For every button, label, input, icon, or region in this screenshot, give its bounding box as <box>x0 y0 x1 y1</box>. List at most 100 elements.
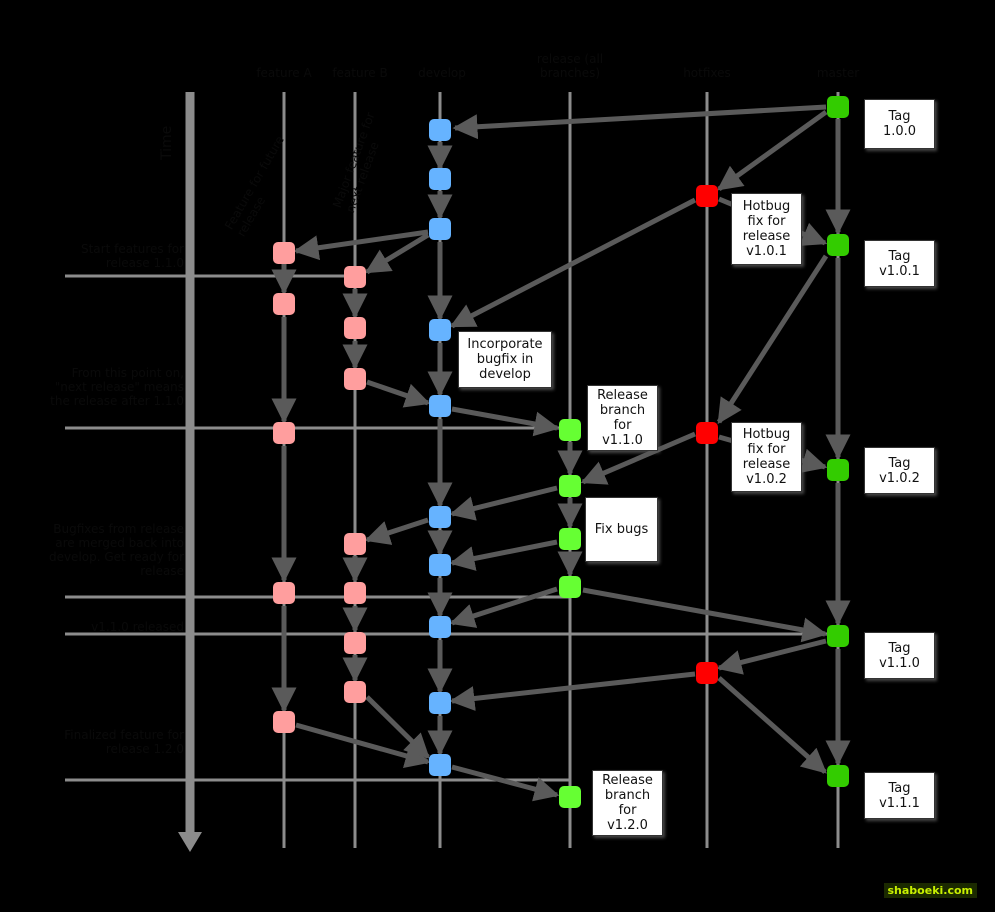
column-header-release: release (all branches) <box>536 52 604 80</box>
commit-feature-b-4 <box>344 533 366 555</box>
watermark: shaboeki.com <box>883 883 977 898</box>
callout-line: v1.0.2 <box>746 472 787 487</box>
commit-master-1 <box>827 96 849 118</box>
arrow-hotfix-3-to-develop <box>449 671 696 711</box>
time-label: Time <box>159 125 175 160</box>
callout-line: fix for <box>747 442 786 457</box>
side-note-released: v1.1.0 released <box>91 620 184 634</box>
callout-line: for <box>618 803 637 818</box>
callout-line: fix for <box>747 214 786 229</box>
callout-hotbug-101: Hotbug fix for release v1.0.1 <box>731 193 802 265</box>
callout-fix-bugs: Fix bugs <box>585 497 658 562</box>
arrow-hotfix-1-to-develop <box>449 197 697 329</box>
callout-release-120: Release branch for v1.2.0 <box>592 770 663 836</box>
callout-incorporate-bugfix: Incorporate bugfix in develop <box>458 331 552 388</box>
tag-box-label: Tag <box>888 109 911 124</box>
arrow-develop-to-release <box>451 406 560 437</box>
callout-line: v1.1.0 <box>602 433 643 448</box>
callout-line: v1.2.0 <box>607 818 648 833</box>
column-header-hotfixes: hotfixes <box>683 66 731 80</box>
callout-line: Fix bugs <box>594 522 649 537</box>
commit-feature-b-7 <box>344 681 366 703</box>
commit-hotfix-2 <box>696 422 718 444</box>
arrow-develop-to-feature-a <box>293 229 429 261</box>
callout-hotbug-102: Hotbug fix for release v1.0.2 <box>731 422 802 492</box>
commit-master-3 <box>827 459 849 481</box>
commit-arrows <box>271 104 851 802</box>
callout-release-110: Release branch for v1.1.0 <box>587 385 658 451</box>
callout-line: branch <box>604 788 651 803</box>
commit-develop-4 <box>429 319 451 341</box>
commit-feature-b-2 <box>344 317 366 339</box>
callout-line: for <box>613 418 632 433</box>
tag-box-version: v1.0.2 <box>879 470 920 486</box>
commit-develop-10 <box>429 754 451 776</box>
column-header-develop: develop <box>418 66 466 80</box>
commit-feature-b-5 <box>344 582 366 604</box>
arrow-develop-to-release-2 <box>451 764 560 802</box>
commit-hotfix-1 <box>696 185 718 207</box>
tag-box-v1-1-1: Tag v1.1.1 <box>864 772 935 819</box>
commit-feature-b-3 <box>344 368 366 390</box>
column-header-feature-b: feature B <box>332 66 388 80</box>
side-note-finalized: Finalized feature for release 1.2.0 <box>64 728 184 756</box>
commit-release-2 <box>559 475 581 497</box>
side-note-scheduled: From this point on, "next release" means… <box>50 366 184 408</box>
tag-box-v1-1-0: Tag v1.1.0 <box>864 632 935 679</box>
commit-hotfix-3 <box>696 662 718 684</box>
arrow-develop-to-feature-b-2 <box>364 517 429 545</box>
commit-develop-7 <box>429 554 451 576</box>
commit-feature-a-3 <box>273 422 295 444</box>
time-arrow-head <box>178 832 202 852</box>
arrow-release-to-develop-1 <box>449 485 558 521</box>
time-markers <box>65 274 838 782</box>
commit-feature-a-4 <box>273 582 295 604</box>
callout-line: v1.0.1 <box>746 244 787 259</box>
commit-master-5 <box>827 765 849 787</box>
commit-develop-2 <box>429 168 451 190</box>
arrow-feature-b-to-develop <box>366 379 431 408</box>
callout-line: bugfix in <box>476 352 534 367</box>
callout-line: release <box>742 457 791 472</box>
tag-box-v1-0-2: Tag v1.0.2 <box>864 447 935 494</box>
callout-line: Hotbug <box>742 427 791 442</box>
commit-master-2 <box>827 234 849 256</box>
arrow-master-to-hotfix-1 <box>716 109 828 192</box>
callout-line: Release <box>602 773 653 788</box>
tag-box-label: Tag <box>888 640 911 656</box>
commit-master-4 <box>827 625 849 647</box>
tag-box-1-0-0: Tag 1.0.0 <box>864 99 935 149</box>
callout-line: branch <box>599 403 646 418</box>
commit-develop-3 <box>429 218 451 240</box>
tag-box-version: v1.1.0 <box>879 655 920 671</box>
tag-box-version: v1.1.1 <box>879 795 920 811</box>
tag-box-version: 1.0.0 <box>882 124 917 139</box>
commit-nodes <box>273 96 849 808</box>
tag-box-version: v1.0.1 <box>879 263 920 279</box>
commit-feature-b-6 <box>344 632 366 654</box>
callout-line: develop <box>479 367 531 382</box>
commit-release-5 <box>559 786 581 808</box>
arrow-hotfix-3-to-master <box>717 676 827 774</box>
commit-release-3 <box>559 528 581 550</box>
commit-feature-a-2 <box>273 293 295 315</box>
commit-develop-6 <box>429 506 451 528</box>
side-note-bugfixes-merged: Bugfixes from release are merged back in… <box>48 522 184 578</box>
commit-feature-a-1 <box>273 242 295 264</box>
tag-box-label: Tag <box>888 248 911 264</box>
callout-line: Hotbug <box>742 199 791 214</box>
arrow-master-to-hotfix-3 <box>716 638 827 675</box>
tag-box-label: Tag <box>888 455 911 471</box>
arrow-develop-to-feature-b <box>364 232 430 275</box>
side-note-start-features: Start features for release 1.1.0 <box>80 242 184 270</box>
commit-release-1 <box>559 419 581 441</box>
arrow-master-to-hotfix-2 <box>716 254 829 425</box>
callout-line: Incorporate <box>467 337 543 352</box>
arrow-master-to-develop <box>452 104 827 140</box>
column-header-feature-a: feature A <box>256 66 312 80</box>
arrow-release-to-develop-3 <box>449 586 558 628</box>
commit-develop-9 <box>429 692 451 714</box>
arrow-feature-b-to-develop-2 <box>365 695 430 759</box>
